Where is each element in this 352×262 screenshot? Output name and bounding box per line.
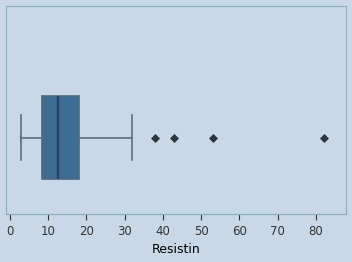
X-axis label: Resistin: Resistin: [152, 243, 201, 256]
FancyBboxPatch shape: [43, 96, 79, 179]
